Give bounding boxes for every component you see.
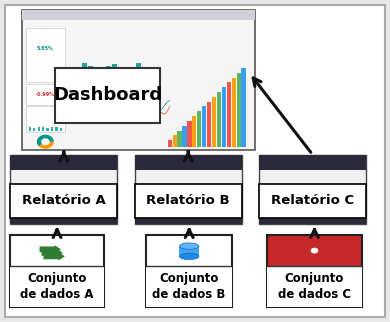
FancyBboxPatch shape — [259, 155, 366, 223]
Bar — [88, 66, 93, 89]
FancyBboxPatch shape — [55, 68, 160, 123]
Text: Conjunto
de dados C: Conjunto de dados C — [278, 272, 351, 301]
Bar — [136, 63, 141, 89]
FancyBboxPatch shape — [267, 235, 362, 307]
Ellipse shape — [179, 243, 199, 249]
Wedge shape — [39, 142, 54, 149]
FancyBboxPatch shape — [11, 155, 117, 223]
Bar — [227, 82, 231, 147]
Bar — [232, 78, 236, 147]
Bar — [29, 128, 31, 130]
Ellipse shape — [179, 253, 199, 260]
Bar — [70, 82, 75, 89]
FancyBboxPatch shape — [259, 184, 366, 218]
Bar — [46, 127, 49, 130]
FancyBboxPatch shape — [11, 155, 117, 170]
Bar — [217, 92, 221, 147]
Text: Conjunto
de dados B: Conjunto de dados B — [152, 272, 226, 301]
Bar — [222, 87, 226, 147]
FancyBboxPatch shape — [26, 84, 65, 105]
Bar — [112, 63, 117, 89]
FancyBboxPatch shape — [259, 218, 366, 223]
FancyArrow shape — [41, 249, 63, 257]
Bar — [183, 126, 187, 147]
Bar — [202, 107, 206, 147]
Bar — [82, 63, 87, 89]
FancyArrow shape — [43, 252, 65, 260]
FancyBboxPatch shape — [267, 267, 362, 307]
Bar — [236, 73, 241, 147]
Bar — [55, 127, 58, 130]
Bar — [37, 128, 40, 130]
FancyBboxPatch shape — [146, 267, 232, 307]
FancyBboxPatch shape — [22, 10, 255, 20]
FancyBboxPatch shape — [179, 247, 199, 256]
Bar — [51, 127, 53, 130]
Wedge shape — [37, 135, 54, 146]
Bar — [168, 140, 172, 147]
FancyArrow shape — [39, 245, 61, 253]
FancyBboxPatch shape — [135, 218, 242, 223]
Bar — [106, 66, 111, 89]
Bar — [177, 130, 182, 147]
Text: Conjunto
de dados A: Conjunto de dados A — [20, 272, 94, 301]
FancyBboxPatch shape — [11, 218, 117, 223]
Text: Relatório B: Relatório B — [146, 194, 230, 207]
Bar — [207, 102, 211, 147]
FancyBboxPatch shape — [259, 155, 366, 170]
Bar — [212, 97, 216, 147]
Text: Relatório A: Relatório A — [22, 194, 106, 207]
Bar — [100, 76, 105, 89]
Bar — [94, 76, 99, 89]
Bar — [42, 128, 44, 130]
FancyBboxPatch shape — [11, 184, 117, 218]
Bar — [130, 70, 135, 89]
Bar — [76, 70, 81, 89]
Bar — [241, 68, 246, 147]
Text: Relatório C: Relatório C — [271, 194, 354, 207]
FancyBboxPatch shape — [26, 107, 65, 132]
FancyBboxPatch shape — [11, 235, 104, 307]
Bar — [197, 111, 201, 147]
Bar — [187, 121, 191, 147]
FancyBboxPatch shape — [146, 235, 232, 307]
FancyBboxPatch shape — [135, 155, 242, 170]
FancyBboxPatch shape — [11, 267, 104, 307]
Ellipse shape — [310, 248, 318, 253]
Text: 5.85%: 5.85% — [37, 46, 54, 51]
FancyBboxPatch shape — [135, 184, 242, 218]
Text: -0.99%: -0.99% — [36, 92, 55, 97]
Bar — [172, 135, 177, 147]
Text: Dashboard: Dashboard — [53, 86, 162, 104]
FancyBboxPatch shape — [22, 10, 255, 150]
FancyBboxPatch shape — [5, 5, 385, 317]
Bar — [192, 116, 197, 147]
FancyBboxPatch shape — [135, 155, 242, 223]
Bar — [124, 82, 129, 89]
FancyBboxPatch shape — [26, 28, 65, 82]
Bar — [33, 128, 35, 130]
Bar — [60, 128, 62, 130]
Bar — [118, 70, 123, 89]
